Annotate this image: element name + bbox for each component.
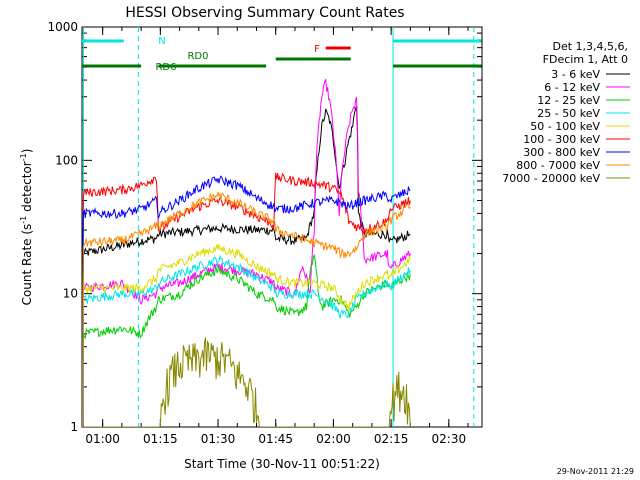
series-line-2 <box>82 254 411 427</box>
legend-label-1: 6 - 12 keV <box>544 81 600 94</box>
y-tick-label: 1000 <box>47 20 78 34</box>
annotation-label-rd0: RD0 <box>187 51 208 62</box>
x-tick-label: 02:00 <box>316 432 351 446</box>
legend-header-1: Det 1,3,4,5,6, <box>552 40 628 53</box>
legend-label-8: 7000 - 20000 keV <box>502 172 600 185</box>
legend-label-0: 3 - 6 keV <box>551 68 600 81</box>
legend-label-5: 100 - 300 keV <box>523 133 600 146</box>
series-line-0 <box>82 106 411 427</box>
y-tick-label: 1 <box>70 420 78 434</box>
x-axis: 01:00 01:15 01:30 01:45 02:00 02:15 02:30 <box>82 27 469 446</box>
legend-label-6: 300 - 800 keV <box>523 146 600 159</box>
annotation-label-f: F <box>314 44 320 55</box>
annotation-label-n: N <box>158 36 165 47</box>
chart-title: HESSI Observing Summary Count Rates <box>125 5 404 21</box>
legend-label-7: 800 - 7000 keV <box>516 159 600 172</box>
legend-label-2: 12 - 25 keV <box>537 94 600 107</box>
timestamp: 29-Nov-2011 21:29 <box>557 467 634 476</box>
y-axis-label: Count Rate (s-1 detector-1) <box>19 149 34 306</box>
series-line-8 <box>82 337 411 427</box>
y-tick-label: 100 <box>55 153 78 167</box>
legend-label-3: 25 - 50 keV <box>537 107 600 120</box>
legend-label-4: 50 - 100 keV <box>530 120 600 133</box>
series-line-3 <box>82 254 411 427</box>
x-tick-label: 02:30 <box>432 432 467 446</box>
x-tick-label: 02:15 <box>374 432 409 446</box>
series-line-7 <box>82 191 411 427</box>
x-axis-label: Start Time (30-Nov-11 00:51:22) <box>184 457 380 471</box>
legend: Det 1,3,4,5,6, FDecim 1, Att 0 3 - 6 keV… <box>502 40 630 185</box>
x-tick-label: 01:30 <box>201 432 236 446</box>
series-line-6 <box>82 175 411 427</box>
annotation-bars: NFRD0RD6 <box>82 36 482 73</box>
series-lines <box>82 79 411 427</box>
x-tick-label: 01:00 <box>85 432 120 446</box>
y-axis: 1 10 100 1000 <box>47 20 482 434</box>
x-tick-label: 01:45 <box>258 432 293 446</box>
series-line-1 <box>82 79 411 427</box>
legend-header-2: FDecim 1, Att 0 <box>543 53 628 66</box>
y-tick-label: 10 <box>63 287 78 301</box>
plot-frame <box>81 26 483 428</box>
series-line-4 <box>82 244 411 427</box>
x-tick-label: 01:15 <box>143 432 178 446</box>
